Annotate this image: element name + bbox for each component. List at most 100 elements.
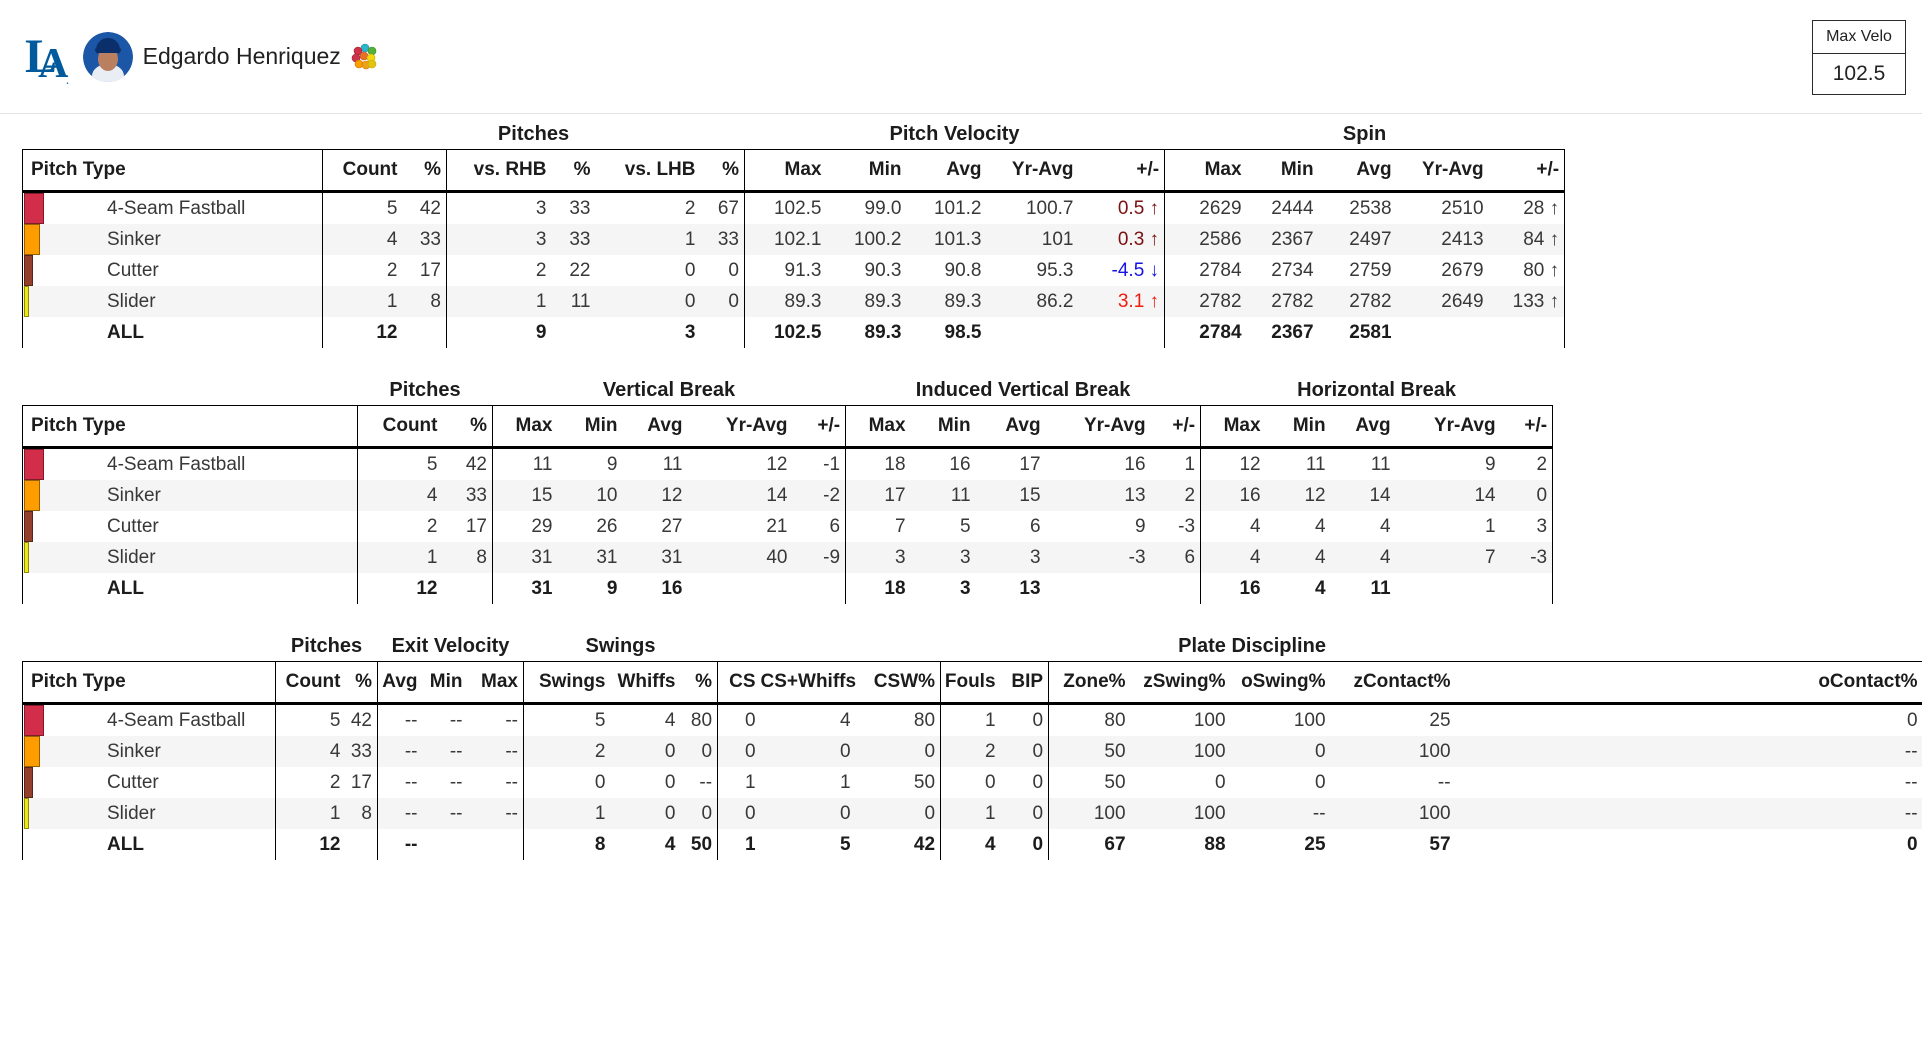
cell: 5 xyxy=(426,454,438,475)
column-header: +/- xyxy=(1488,149,1566,193)
cell: 15 xyxy=(1019,485,1041,506)
column-header: Avg xyxy=(1330,405,1396,449)
cell: -9 xyxy=(792,542,847,573)
max-velo-box: Max Velo 102.5 xyxy=(1812,20,1906,95)
cell: 1 xyxy=(984,803,996,824)
cell: 1 xyxy=(1150,447,1202,480)
cell: 0 xyxy=(680,798,719,829)
column-header: Pitch Type xyxy=(22,405,358,449)
cell: -- xyxy=(404,772,418,793)
cell: 33 xyxy=(402,224,447,255)
cell: 2649 xyxy=(1441,291,1484,312)
cell: 100.7 xyxy=(1025,198,1074,219)
cell: 22 xyxy=(569,260,591,281)
column-header: vs. LHB xyxy=(595,149,701,193)
cell: 0 xyxy=(1000,829,1050,860)
cell: 5 xyxy=(594,710,606,731)
cell: 3 xyxy=(535,229,547,250)
cell xyxy=(423,829,468,860)
cell: 6 xyxy=(1150,542,1202,573)
pitch-row: 4-Seam Fastball 5 42 3 33 2 67 102.5 99.0 101.2 10… xyxy=(22,191,1566,224)
pitch-type-label: Slider xyxy=(107,291,156,312)
cell: 1 xyxy=(386,291,398,312)
pitch-row: 4-Seam Fastball 5 42 11 9 11 12 -1 18 16 17 16 1 12 11… xyxy=(22,447,1554,480)
cell: 31 xyxy=(531,578,553,599)
cell: 18 xyxy=(884,454,906,475)
cell: 2367 xyxy=(1271,229,1314,250)
cell xyxy=(442,573,493,604)
column-header: +/- xyxy=(1150,405,1202,449)
cell: 33 xyxy=(569,198,591,219)
cell: 11 xyxy=(950,485,971,506)
cell: 8 xyxy=(594,834,606,855)
stats-tables: Pitches Pitch Velocity Spin Pitch Type Count… xyxy=(0,118,1922,860)
cell: -- xyxy=(404,710,418,731)
cell: 13 xyxy=(1124,485,1146,506)
cell: 0 xyxy=(855,798,942,829)
column-header-row: Pitch Type Count% vs. RHB% vs. LHB% Max Min Av… xyxy=(22,149,1566,193)
cell: 31 xyxy=(596,547,618,568)
cell: -- xyxy=(449,741,463,762)
column-header: Min xyxy=(557,405,623,449)
cell: Slider xyxy=(22,798,276,829)
pitch-type-label: Cutter xyxy=(107,516,159,537)
cell: 9 xyxy=(535,322,547,343)
pitch-color-swatch xyxy=(24,480,40,511)
cell: 6 xyxy=(1029,516,1041,537)
column-header: Min xyxy=(910,405,976,449)
cell: 50 xyxy=(855,767,942,798)
cell: 1 xyxy=(594,803,606,824)
cell: -4.5 ↓ xyxy=(1078,255,1166,286)
total-row: ALL 12 9 3 102.5 89.3 98.5 2784 2367 2581 xyxy=(22,317,1566,348)
cell: 0 xyxy=(839,803,851,824)
cell: 11 xyxy=(1370,578,1391,599)
pitch-type-label: ALL xyxy=(107,834,144,855)
cell: 31 xyxy=(531,547,553,568)
cell: 14 xyxy=(1369,485,1391,506)
cell xyxy=(987,317,1079,348)
cell: 0 xyxy=(1314,772,1326,793)
cell: -2 xyxy=(792,480,847,511)
column-header: Pitch Type xyxy=(22,149,323,193)
cell: 88 xyxy=(1204,834,1226,855)
cell: 25 xyxy=(1429,710,1451,731)
cell xyxy=(552,317,596,348)
cell: -- xyxy=(449,803,463,824)
column-header: Count xyxy=(357,405,443,449)
cell: 4 xyxy=(664,834,676,855)
cell: 2586 xyxy=(1199,229,1242,250)
group-label xyxy=(23,374,358,406)
cell: 8 xyxy=(402,286,447,317)
pitch-row: Slider 1 8 31 31 31 40 -9 3 3 3 -3 6 4 4 4 7 -3 xyxy=(22,542,1554,573)
cell xyxy=(688,573,793,604)
pitch-type-label: Cutter xyxy=(107,260,159,281)
cell: 11 xyxy=(1370,454,1391,475)
cell: Slider xyxy=(22,286,323,317)
cell: 5 xyxy=(386,198,398,219)
cell: 4 xyxy=(1315,516,1326,537)
cell: 4 xyxy=(1380,516,1391,537)
column-header-row: Pitch Type Count% Max Min Avg Yr-Avg +/- Max Min… xyxy=(22,405,1554,449)
cell: -- xyxy=(467,703,524,736)
cell: 26 xyxy=(596,516,618,537)
cell: 12 xyxy=(1239,454,1261,475)
cell: 2 xyxy=(684,198,696,219)
cell: 101.2 xyxy=(933,198,982,219)
column-header: % xyxy=(402,149,447,193)
cell: 7 xyxy=(1485,547,1496,568)
cell: 4 xyxy=(426,485,438,506)
cell: 3 xyxy=(1029,547,1041,568)
column-header: BIP xyxy=(1000,661,1050,705)
cell: 3 xyxy=(959,547,971,568)
group-header-row: Pitches Exit Velocity Swings Plate Discipli… xyxy=(23,630,1922,662)
pitch-row: Cutter 2 17 29 26 27 21 6 7 5 6 9 -3 4 4 4 1 3 xyxy=(22,511,1554,542)
pitch-type-label: Slider xyxy=(107,547,156,568)
pitch-color-swatch xyxy=(24,255,33,286)
cell: ALL xyxy=(22,829,276,860)
cell: 100 xyxy=(1193,741,1226,762)
cell: 3.1 ↑ xyxy=(1078,286,1166,317)
cell xyxy=(402,317,447,348)
cell: 0 xyxy=(664,741,676,762)
cell: 99.0 xyxy=(864,198,902,219)
cell: 21 xyxy=(766,516,788,537)
